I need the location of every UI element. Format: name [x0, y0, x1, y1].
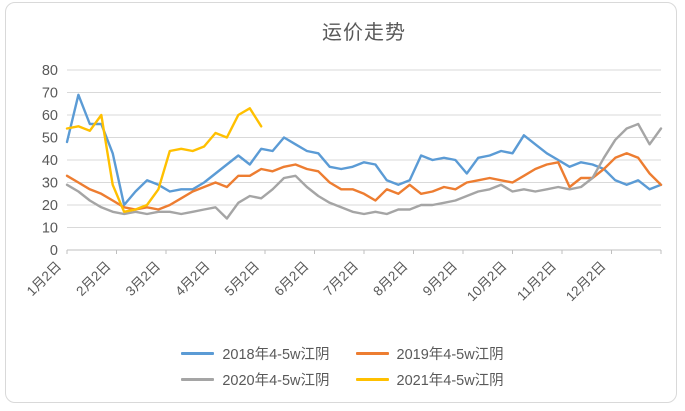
- chart-title: 运价走势: [322, 22, 406, 44]
- legend-row: 2020年4-5w江阴 2021年4-5w江阴: [181, 369, 504, 390]
- y-tick-label: 70: [42, 86, 58, 102]
- x-tick-label: 10月2日: [464, 259, 510, 305]
- legend-item-2018: 2018年4-5w江阴: [181, 343, 330, 364]
- legend-item-2019: 2019年4-5w江阴: [355, 343, 504, 364]
- legend-item-2020: 2020年4-5w江阴: [181, 369, 330, 390]
- y-tick-label: 20: [42, 198, 58, 214]
- y-tick-label: 60: [42, 108, 58, 124]
- x-tick-label: 5月2日: [222, 259, 262, 299]
- x-tick-label: 7月2日: [321, 259, 361, 299]
- x-tick-label: 9月2日: [420, 259, 460, 299]
- chart-legend: 2018年4-5w江阴 2019年4-5w江阴 2020年4-5w江阴 2021…: [0, 343, 685, 390]
- legend-swatch-2019: [355, 352, 389, 355]
- legend-row: 2018年4-5w江阴 2019年4-5w江阴: [181, 343, 504, 364]
- y-tick-label: 0: [50, 243, 58, 259]
- x-tick-label: 6月2日: [271, 259, 311, 299]
- series-line-2020年4-5w江阴: [65, 122, 663, 220]
- legend-label-2020: 2020年4-5w江阴: [222, 373, 330, 389]
- y-tick-label: 40: [42, 153, 58, 169]
- x-tick-label: 1月2日: [24, 259, 64, 299]
- x-tick-label: 8月2日: [370, 259, 410, 299]
- legend-label-2021: 2021年4-5w江阴: [396, 373, 504, 389]
- legend-label-2019: 2019年4-5w江阴: [396, 347, 504, 363]
- series-line-2019年4-5w江阴: [65, 152, 663, 211]
- x-tick-label: 4月2日: [172, 259, 212, 299]
- legend-swatch-2020: [181, 378, 215, 381]
- x-tick-label: 11月2日: [514, 259, 559, 304]
- y-tick-label: 80: [42, 63, 58, 79]
- x-tick-label: 12月2日: [563, 259, 609, 305]
- y-tick-label: 10: [42, 221, 58, 237]
- legend-label-2018: 2018年4-5w江阴: [222, 347, 330, 363]
- x-tick-label: 3月2日: [123, 259, 163, 299]
- legend-item-2021: 2021年4-5w江阴: [355, 369, 504, 390]
- y-tick-label: 30: [42, 176, 58, 192]
- legend-swatch-2021: [355, 378, 389, 381]
- y-tick-label: 50: [42, 131, 58, 147]
- series-line-2018年4-5w江阴: [65, 93, 663, 207]
- series-line-2021年4-5w江阴: [65, 107, 263, 214]
- legend-swatch-2018: [181, 352, 215, 355]
- x-tick-label: 2月2日: [73, 259, 113, 299]
